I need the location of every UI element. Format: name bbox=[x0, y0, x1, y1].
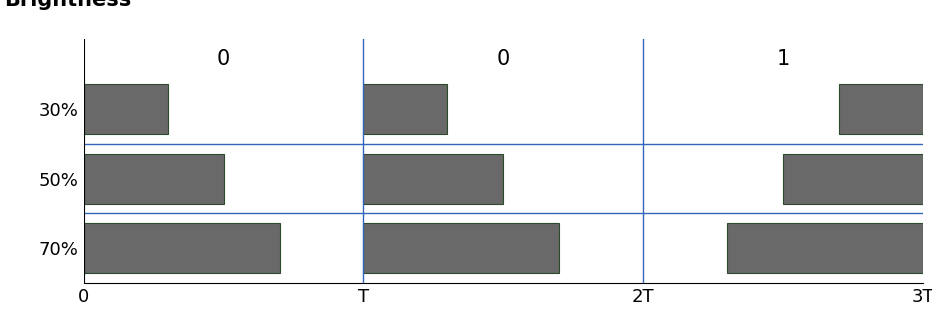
FancyBboxPatch shape bbox=[84, 223, 280, 273]
FancyBboxPatch shape bbox=[84, 84, 168, 134]
FancyBboxPatch shape bbox=[363, 154, 503, 204]
FancyBboxPatch shape bbox=[727, 223, 923, 273]
Text: 0: 0 bbox=[217, 49, 230, 69]
Text: Brightness: Brightness bbox=[5, 0, 131, 10]
FancyBboxPatch shape bbox=[839, 84, 923, 134]
FancyBboxPatch shape bbox=[363, 84, 447, 134]
FancyBboxPatch shape bbox=[783, 154, 923, 204]
Text: 1: 1 bbox=[776, 49, 789, 69]
FancyBboxPatch shape bbox=[363, 223, 559, 273]
FancyBboxPatch shape bbox=[84, 154, 224, 204]
Text: 0: 0 bbox=[497, 49, 510, 69]
